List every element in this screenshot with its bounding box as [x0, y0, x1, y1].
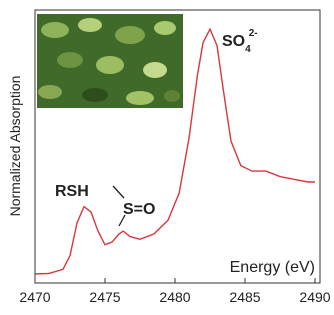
inset-photo [37, 14, 183, 108]
annotation: S=O [123, 201, 155, 218]
x-tick-label: 2475 [89, 289, 120, 305]
annotation-text: SO [222, 33, 245, 50]
annotation: RSH [55, 183, 89, 200]
x-axis-label: Energy (eV) [230, 259, 315, 276]
x-tick-label: 2470 [19, 289, 50, 305]
x-tick-label: 2480 [159, 289, 190, 305]
x-tick-label: 2490 [299, 289, 330, 305]
y-axis-label: Normalized Absorption [7, 76, 23, 217]
chart: Normalized Absorption Energy (eV) RSH S=… [0, 0, 334, 315]
annotation: SO4 2- [222, 28, 258, 55]
x-tick-label: 2485 [229, 289, 260, 305]
annotation-superscript: 2- [249, 28, 258, 39]
annotation-subscript: 4 [245, 44, 251, 55]
